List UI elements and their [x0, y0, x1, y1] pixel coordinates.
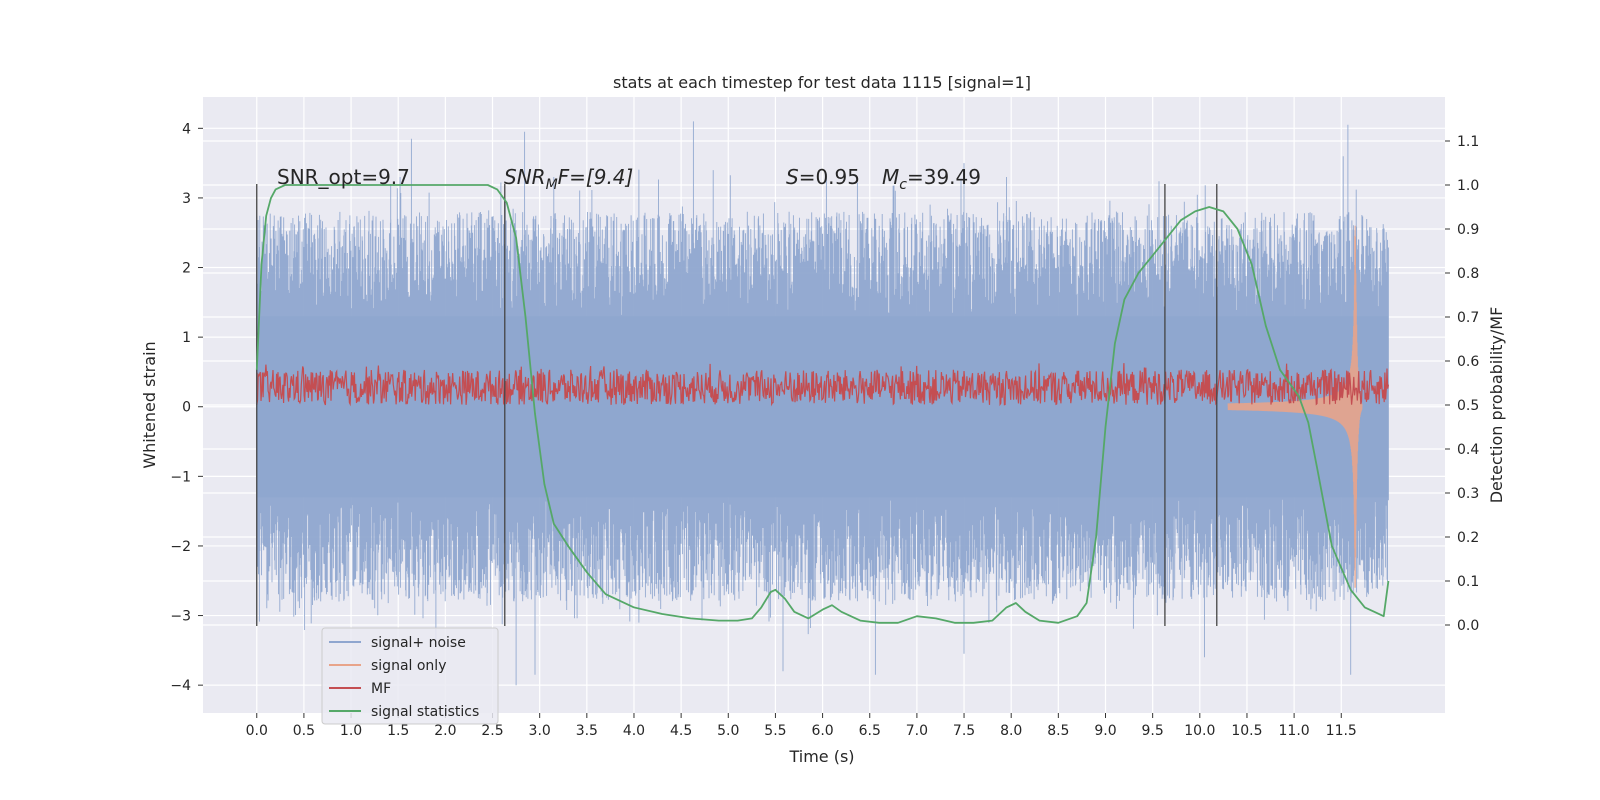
vertical-markers	[256, 184, 1218, 626]
y-left-tick-label: 2	[182, 261, 191, 277]
x-tick-label: 8.0	[1000, 723, 1022, 739]
x-tick-label: 7.0	[906, 723, 928, 739]
x-tick-label: 6.0	[811, 723, 833, 739]
annotation-mc-sub: c	[899, 177, 907, 193]
series-signal-noise	[256, 121, 1389, 686]
annotation-snr-mf-label: SNR	[504, 165, 546, 189]
x-tick-label: 0.5	[293, 723, 315, 739]
x-tick-label: 3.5	[576, 723, 598, 739]
x-tick-label: 2.5	[481, 723, 503, 739]
legend-label-signal-statistics: signal statistics	[371, 704, 479, 720]
annotation-s-value: =0.95	[799, 165, 860, 189]
y-right-tick-label: 0.3	[1457, 486, 1479, 502]
y-left-tick-label: 1	[182, 330, 191, 346]
x-tick-label: 1.0	[340, 723, 362, 739]
y-axis-left-label: Whitened strain	[140, 341, 159, 468]
legend-box	[321, 627, 499, 725]
x-tick-label: 5.5	[764, 723, 786, 739]
legend-label-mf: MF	[371, 681, 391, 697]
x-tick-label: 5.0	[717, 723, 739, 739]
x-tick-label: 2.0	[434, 723, 456, 739]
annotation-mc-value: =39.49	[907, 165, 981, 189]
y-left-tick-label: 3	[182, 191, 191, 207]
legend-label-signal-only: signal only	[371, 658, 446, 674]
x-tick-label: 10.5	[1231, 723, 1262, 739]
legend: signal+ noise signal only MF signal stat…	[321, 627, 499, 725]
y-right-tick-label: 1.0	[1457, 178, 1479, 194]
y-right-tick-label: 0.0	[1457, 618, 1479, 634]
y-left-tick-label: −2	[170, 539, 191, 555]
annotation-snr-mf-sub: M	[546, 177, 558, 193]
series-signal-statistics	[255, 184, 1390, 624]
y-right-tick-label: 0.8	[1457, 266, 1479, 282]
y-right-tick-label: 0.9	[1457, 222, 1479, 238]
y-right-tick-label: 0.6	[1457, 354, 1479, 370]
annotation-mc-label: M	[882, 165, 899, 189]
y-left-tick-label: −1	[170, 469, 191, 485]
x-tick-label: 9.0	[1094, 723, 1116, 739]
annotation-snr-mf-value: F=[9.4]	[558, 165, 634, 189]
x-axis-ticks: 0.0 0.5 1.0 1.5 2.0 2.5 3.0 3.5 4.0 4.5 5.0 5.5 6.0 6…	[246, 713, 1357, 739]
x-axis-label: Time (s)	[788, 747, 854, 766]
x-tick-label: 4.0	[623, 723, 645, 739]
x-tick-label: 7.5	[953, 723, 975, 739]
y-left-tick-label: −3	[170, 609, 191, 625]
legend-label-signal-noise: signal+ noise	[371, 635, 466, 651]
y-right-tick-label: 1.1	[1457, 134, 1479, 150]
y-right-tick-label: 0.7	[1457, 310, 1479, 326]
chart-title: stats at each timestep for test data 111…	[613, 73, 1031, 92]
annotation-s: S=0.95	[786, 165, 860, 189]
signal-statistics-line	[255, 184, 1390, 624]
annotation-snr-mf: SNRMF=[9.4]	[504, 165, 633, 193]
x-tick-label: 10.0	[1184, 723, 1215, 739]
y-right-tick-label: 0.5	[1457, 398, 1479, 414]
x-tick-label: 4.5	[670, 723, 692, 739]
y-axis-right-label: Detection probability/MF	[1487, 307, 1506, 504]
x-tick-label: 8.5	[1047, 723, 1069, 739]
x-tick-label: 6.5	[859, 723, 881, 739]
y-left-tick-label: 4	[182, 121, 191, 137]
x-tick-label: 0.0	[246, 723, 268, 739]
x-tick-label: 9.5	[1142, 723, 1164, 739]
x-tick-label: 3.0	[529, 723, 551, 739]
y-right-tick-label: 0.2	[1457, 530, 1479, 546]
annotation-snr-opt: SNR_opt=9.7	[277, 165, 410, 189]
y-right-tick-label: 0.4	[1457, 442, 1479, 458]
mf-trace	[256, 363, 1389, 407]
series-mf	[256, 363, 1389, 407]
x-tick-label: 11.0	[1279, 723, 1310, 739]
y-left-tick-label: 0	[182, 400, 191, 416]
x-tick-label: 11.5	[1326, 723, 1357, 739]
y-right-tick-label: 0.1	[1457, 574, 1479, 590]
y-axis-right-ticks: 1.1 1.0 0.9 0.8 0.7 0.6 0.5 0.4 0.3 0.2 0.1 0.0	[1445, 134, 1479, 634]
x-tick-label: 1.5	[387, 723, 409, 739]
annotation-mc: Mc=39.49	[882, 165, 981, 193]
annotation-s-label: S	[786, 165, 799, 189]
y-axis-left-ticks: 4 3 2 1 0 −1 −2 −3 −4	[170, 121, 203, 694]
y-left-tick-label: −4	[170, 678, 191, 694]
